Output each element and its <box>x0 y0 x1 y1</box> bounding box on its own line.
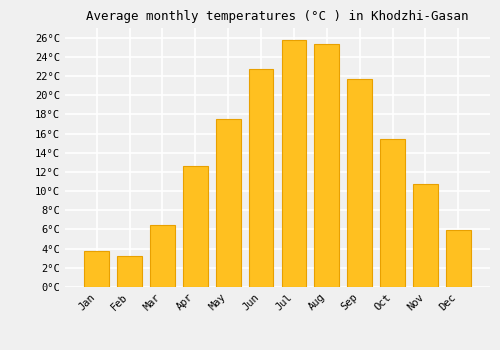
Bar <box>150 225 174 287</box>
Title: Average monthly temperatures (°C ) in Khodzhi-Gasan: Average monthly temperatures (°C ) in Kh… <box>86 10 469 23</box>
Bar <box>183 166 208 287</box>
Bar <box>380 139 405 287</box>
Bar <box>216 119 240 287</box>
Bar <box>282 40 306 287</box>
Bar <box>117 256 142 287</box>
Bar <box>314 44 339 287</box>
Bar <box>446 230 470 287</box>
Bar <box>413 184 438 287</box>
Bar <box>248 69 274 287</box>
Bar <box>348 79 372 287</box>
Bar <box>84 251 109 287</box>
